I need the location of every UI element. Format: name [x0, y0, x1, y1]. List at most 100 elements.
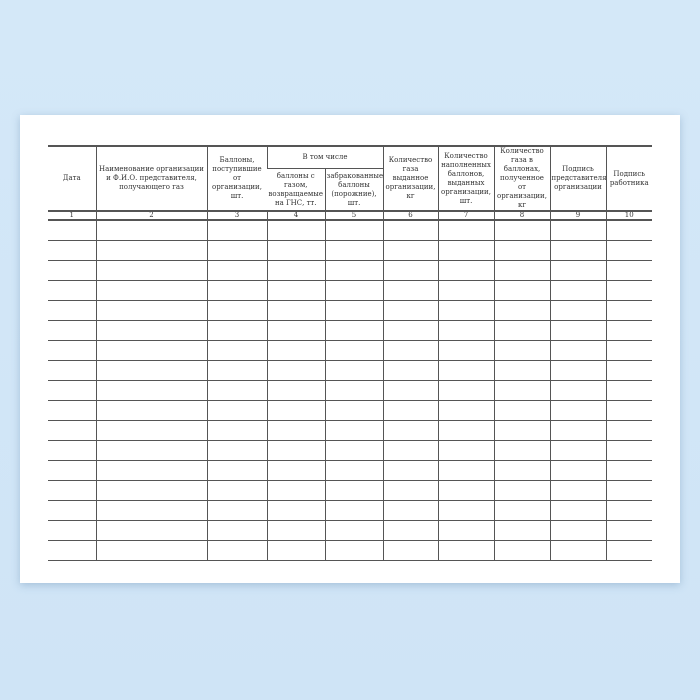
empty-cell[interactable]: [48, 540, 96, 561]
empty-cell[interactable]: [95, 340, 207, 361]
empty-cell[interactable]: [324, 220, 383, 241]
empty-cell[interactable]: [605, 460, 652, 481]
empty-cell[interactable]: [549, 380, 606, 401]
empty-cell[interactable]: [95, 320, 207, 341]
empty-cell[interactable]: [48, 360, 96, 381]
empty-cell[interactable]: [605, 520, 652, 541]
empty-cell[interactable]: [437, 360, 494, 381]
empty-cell[interactable]: [605, 480, 652, 501]
empty-cell[interactable]: [95, 380, 207, 401]
empty-cell[interactable]: [48, 520, 96, 541]
empty-cell[interactable]: [95, 360, 207, 381]
empty-cell[interactable]: [266, 320, 325, 341]
empty-cell[interactable]: [266, 280, 325, 301]
empty-cell[interactable]: [549, 260, 606, 281]
empty-cell[interactable]: [605, 440, 652, 461]
empty-cell[interactable]: [382, 380, 438, 401]
empty-cell[interactable]: [605, 360, 652, 381]
empty-cell[interactable]: [206, 540, 267, 561]
empty-cell[interactable]: [95, 460, 207, 481]
empty-cell[interactable]: [493, 380, 550, 401]
empty-cell[interactable]: [324, 320, 383, 341]
empty-cell[interactable]: [493, 280, 550, 301]
empty-cell[interactable]: [437, 440, 494, 461]
empty-cell[interactable]: [437, 300, 494, 321]
empty-cell[interactable]: [549, 220, 606, 241]
empty-cell[interactable]: [206, 500, 267, 521]
empty-cell[interactable]: [266, 480, 325, 501]
empty-cell[interactable]: [324, 500, 383, 521]
empty-cell[interactable]: [206, 460, 267, 481]
empty-cell[interactable]: [206, 260, 267, 281]
empty-cell[interactable]: [48, 280, 96, 301]
empty-cell[interactable]: [382, 400, 438, 421]
empty-cell[interactable]: [266, 440, 325, 461]
empty-cell[interactable]: [266, 340, 325, 361]
empty-cell[interactable]: [382, 360, 438, 381]
empty-cell[interactable]: [549, 400, 606, 421]
empty-cell[interactable]: [493, 240, 550, 261]
empty-cell[interactable]: [549, 500, 606, 521]
empty-cell[interactable]: [206, 280, 267, 301]
empty-cell[interactable]: [266, 460, 325, 481]
empty-cell[interactable]: [437, 240, 494, 261]
empty-cell[interactable]: [437, 280, 494, 301]
empty-cell[interactable]: [493, 540, 550, 561]
empty-cell[interactable]: [95, 540, 207, 561]
empty-cell[interactable]: [206, 340, 267, 361]
empty-cell[interactable]: [605, 400, 652, 421]
empty-cell[interactable]: [493, 400, 550, 421]
empty-cell[interactable]: [493, 360, 550, 381]
empty-cell[interactable]: [549, 340, 606, 361]
empty-cell[interactable]: [324, 240, 383, 261]
empty-cell[interactable]: [493, 500, 550, 521]
empty-cell[interactable]: [48, 260, 96, 281]
empty-cell[interactable]: [95, 500, 207, 521]
empty-cell[interactable]: [266, 220, 325, 241]
empty-cell[interactable]: [549, 240, 606, 261]
empty-cell[interactable]: [324, 480, 383, 501]
empty-cell[interactable]: [549, 280, 606, 301]
empty-cell[interactable]: [324, 420, 383, 441]
empty-cell[interactable]: [437, 380, 494, 401]
empty-cell[interactable]: [382, 540, 438, 561]
empty-cell[interactable]: [266, 520, 325, 541]
empty-cell[interactable]: [206, 320, 267, 341]
empty-cell[interactable]: [382, 240, 438, 261]
empty-cell[interactable]: [493, 520, 550, 541]
empty-cell[interactable]: [48, 240, 96, 261]
empty-cell[interactable]: [266, 360, 325, 381]
empty-cell[interactable]: [382, 440, 438, 461]
empty-cell[interactable]: [549, 320, 606, 341]
empty-cell[interactable]: [95, 440, 207, 461]
empty-cell[interactable]: [95, 300, 207, 321]
empty-cell[interactable]: [493, 440, 550, 461]
empty-cell[interactable]: [605, 280, 652, 301]
empty-cell[interactable]: [549, 460, 606, 481]
empty-cell[interactable]: [437, 400, 494, 421]
empty-cell[interactable]: [206, 220, 267, 241]
empty-cell[interactable]: [266, 380, 325, 401]
empty-cell[interactable]: [605, 320, 652, 341]
empty-cell[interactable]: [549, 360, 606, 381]
empty-cell[interactable]: [206, 520, 267, 541]
empty-cell[interactable]: [382, 460, 438, 481]
empty-cell[interactable]: [382, 320, 438, 341]
empty-cell[interactable]: [48, 220, 96, 241]
empty-cell[interactable]: [266, 240, 325, 261]
empty-cell[interactable]: [382, 340, 438, 361]
empty-cell[interactable]: [382, 300, 438, 321]
empty-cell[interactable]: [95, 260, 207, 281]
empty-cell[interactable]: [493, 480, 550, 501]
empty-cell[interactable]: [324, 540, 383, 561]
empty-cell[interactable]: [437, 260, 494, 281]
empty-cell[interactable]: [549, 520, 606, 541]
empty-cell[interactable]: [493, 320, 550, 341]
empty-cell[interactable]: [605, 260, 652, 281]
empty-cell[interactable]: [206, 420, 267, 441]
empty-cell[interactable]: [95, 480, 207, 501]
empty-cell[interactable]: [324, 520, 383, 541]
empty-cell[interactable]: [605, 380, 652, 401]
empty-cell[interactable]: [266, 540, 325, 561]
empty-cell[interactable]: [266, 300, 325, 321]
